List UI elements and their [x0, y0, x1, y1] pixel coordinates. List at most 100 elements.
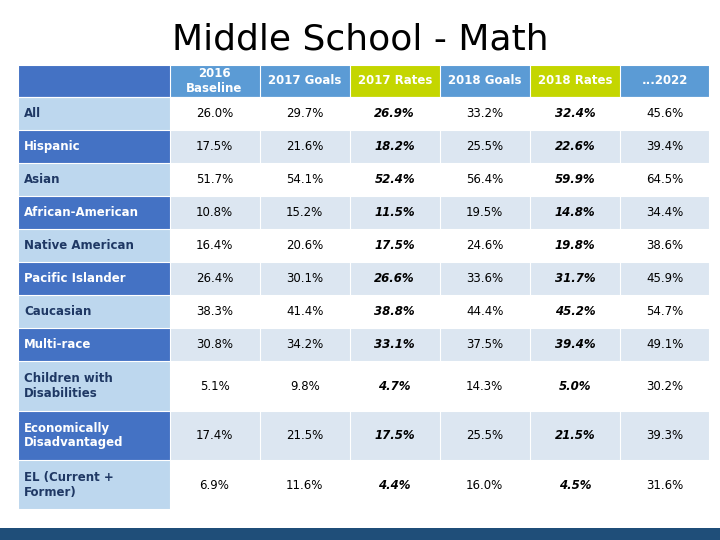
- Bar: [18, 461, 169, 510]
- Text: 2017 Goals: 2017 Goals: [268, 75, 341, 87]
- Bar: [440, 295, 530, 328]
- Text: 30.1%: 30.1%: [286, 272, 323, 285]
- Text: 5.0%: 5.0%: [559, 380, 591, 393]
- Bar: [260, 65, 350, 97]
- Text: 26.0%: 26.0%: [196, 107, 233, 120]
- Bar: [350, 411, 440, 461]
- Bar: [18, 361, 169, 411]
- Bar: [260, 196, 350, 229]
- Bar: [169, 130, 260, 163]
- Text: 39.4%: 39.4%: [554, 338, 595, 352]
- Bar: [440, 461, 530, 510]
- Text: 16.0%: 16.0%: [466, 479, 503, 492]
- Text: 4.4%: 4.4%: [379, 479, 411, 492]
- Text: 2017 Rates: 2017 Rates: [358, 75, 432, 87]
- Bar: [260, 229, 350, 262]
- Text: 16.4%: 16.4%: [196, 239, 233, 252]
- Text: 19.8%: 19.8%: [554, 239, 595, 252]
- Bar: [169, 295, 260, 328]
- Bar: [18, 328, 169, 361]
- Bar: [169, 229, 260, 262]
- Text: 45.9%: 45.9%: [647, 272, 683, 285]
- Bar: [260, 461, 350, 510]
- Text: 29.7%: 29.7%: [286, 107, 323, 120]
- Text: 49.1%: 49.1%: [647, 338, 684, 352]
- Text: Children with
Disabilities: Children with Disabilities: [24, 373, 113, 400]
- Bar: [440, 411, 530, 461]
- Text: 5.1%: 5.1%: [199, 380, 230, 393]
- Bar: [350, 262, 440, 295]
- Text: 21.6%: 21.6%: [286, 140, 323, 153]
- Text: ...2022: ...2022: [642, 75, 688, 87]
- Text: 21.5%: 21.5%: [286, 429, 323, 442]
- Text: All: All: [24, 107, 41, 120]
- Bar: [440, 229, 530, 262]
- Bar: [530, 295, 620, 328]
- Text: 34.2%: 34.2%: [286, 338, 323, 352]
- Bar: [620, 295, 710, 328]
- Bar: [18, 262, 169, 295]
- Text: 45.2%: 45.2%: [554, 305, 595, 318]
- Text: 14.3%: 14.3%: [466, 380, 503, 393]
- Bar: [260, 97, 350, 130]
- Bar: [530, 163, 620, 196]
- Text: 26.4%: 26.4%: [196, 272, 233, 285]
- Text: 24.6%: 24.6%: [466, 239, 503, 252]
- Bar: [620, 196, 710, 229]
- Text: 64.5%: 64.5%: [647, 173, 683, 186]
- Bar: [350, 328, 440, 361]
- Text: 34.4%: 34.4%: [647, 206, 683, 219]
- Bar: [169, 97, 260, 130]
- Bar: [18, 65, 169, 97]
- Bar: [260, 411, 350, 461]
- Text: 15.2%: 15.2%: [286, 206, 323, 219]
- Bar: [18, 411, 169, 461]
- Text: 25.5%: 25.5%: [467, 140, 503, 153]
- Bar: [530, 196, 620, 229]
- Bar: [169, 328, 260, 361]
- Text: 4.5%: 4.5%: [559, 479, 591, 492]
- Bar: [440, 97, 530, 130]
- Text: Multi-race: Multi-race: [24, 338, 91, 352]
- Text: 44.4%: 44.4%: [466, 305, 503, 318]
- Text: 30.2%: 30.2%: [647, 380, 683, 393]
- Text: 4.7%: 4.7%: [379, 380, 411, 393]
- Bar: [620, 229, 710, 262]
- Text: 31.6%: 31.6%: [647, 479, 683, 492]
- Text: 56.4%: 56.4%: [466, 173, 503, 186]
- Bar: [530, 361, 620, 411]
- Text: 39.4%: 39.4%: [647, 140, 683, 153]
- Bar: [440, 328, 530, 361]
- Bar: [260, 130, 350, 163]
- Text: 2018 Goals: 2018 Goals: [448, 75, 521, 87]
- Text: 54.1%: 54.1%: [286, 173, 323, 186]
- Text: 11.5%: 11.5%: [374, 206, 415, 219]
- Text: 6.9%: 6.9%: [199, 479, 230, 492]
- Text: 38.6%: 38.6%: [647, 239, 683, 252]
- Bar: [620, 461, 710, 510]
- Bar: [169, 163, 260, 196]
- Bar: [350, 130, 440, 163]
- Bar: [18, 295, 169, 328]
- Text: Asian: Asian: [24, 173, 60, 186]
- Text: 21.5%: 21.5%: [554, 429, 595, 442]
- Text: 17.5%: 17.5%: [196, 140, 233, 153]
- Bar: [440, 361, 530, 411]
- Bar: [620, 262, 710, 295]
- Bar: [530, 262, 620, 295]
- Bar: [530, 328, 620, 361]
- Bar: [620, 163, 710, 196]
- Bar: [530, 65, 620, 97]
- Text: 25.5%: 25.5%: [467, 429, 503, 442]
- Text: 20.6%: 20.6%: [286, 239, 323, 252]
- Text: 33.2%: 33.2%: [467, 107, 503, 120]
- Bar: [18, 130, 169, 163]
- Text: Economically
Disadvantaged: Economically Disadvantaged: [24, 422, 124, 449]
- Text: African-American: African-American: [24, 206, 139, 219]
- Bar: [620, 130, 710, 163]
- Text: Hispanic: Hispanic: [24, 140, 81, 153]
- Text: 45.6%: 45.6%: [647, 107, 683, 120]
- Bar: [620, 97, 710, 130]
- Bar: [620, 361, 710, 411]
- Bar: [18, 97, 169, 130]
